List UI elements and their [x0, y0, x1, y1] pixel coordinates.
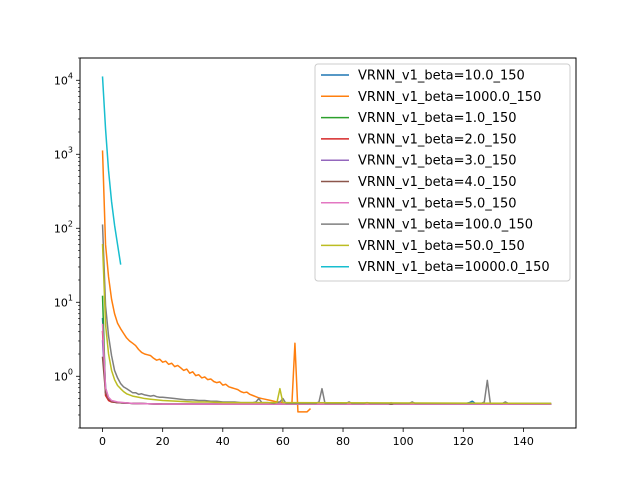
y-axis: 100 101 102 103 104 — [54, 57, 80, 429]
y-tick-label: 100 — [54, 367, 73, 383]
legend-box — [314, 63, 571, 282]
legend-label: VRNN_v1_beta=10.0_150 — [358, 69, 525, 84]
series-line-8 — [101, 243, 552, 405]
legend-label: VRNN_v1_beta=1000.0_150 — [358, 90, 541, 105]
legend-label: VRNN_v1_beta=1.0_150 — [358, 111, 517, 126]
legend-label: VRNN_v1_beta=50.0_150 — [358, 239, 525, 254]
x-tick-label: 40 — [216, 435, 230, 448]
y-tick-label: 101 — [54, 293, 73, 309]
x-tick-label: 0 — [99, 435, 106, 448]
x-tick-label: 120 — [453, 435, 474, 448]
series-layer — [101, 76, 552, 413]
x-tick-label: 60 — [276, 435, 290, 448]
y-tick-label: 103 — [54, 145, 73, 161]
x-tick-label: 140 — [513, 435, 534, 448]
legend-label: VRNN_v1_beta=100.0_150 — [358, 218, 533, 233]
legend-label: VRNN_v1_beta=2.0_150 — [358, 132, 517, 147]
y-tick-label: 102 — [54, 219, 73, 235]
plot-frame — [79, 57, 577, 429]
legend-label: VRNN_v1_beta=3.0_150 — [358, 154, 517, 169]
x-tick-label: 20 — [156, 435, 170, 448]
legend-label: VRNN_v1_beta=4.0_150 — [358, 175, 517, 190]
legend-label: VRNN_v1_beta=5.0_150 — [358, 196, 517, 211]
series-line-1 — [101, 150, 312, 413]
legend: VRNN_v1_beta=10.0_150 VRNN_v1_beta=1000.0… — [314, 63, 571, 282]
legend-label: VRNN_v1_beta=10000.0_150 — [358, 260, 550, 275]
x-tick-label: 100 — [393, 435, 414, 448]
x-axis: 0 20 40 60 80 100 120 140 — [99, 428, 534, 448]
y-tick-label: 104 — [54, 71, 73, 87]
series-line-9 — [101, 76, 122, 265]
x-tick-label: 80 — [336, 435, 350, 448]
